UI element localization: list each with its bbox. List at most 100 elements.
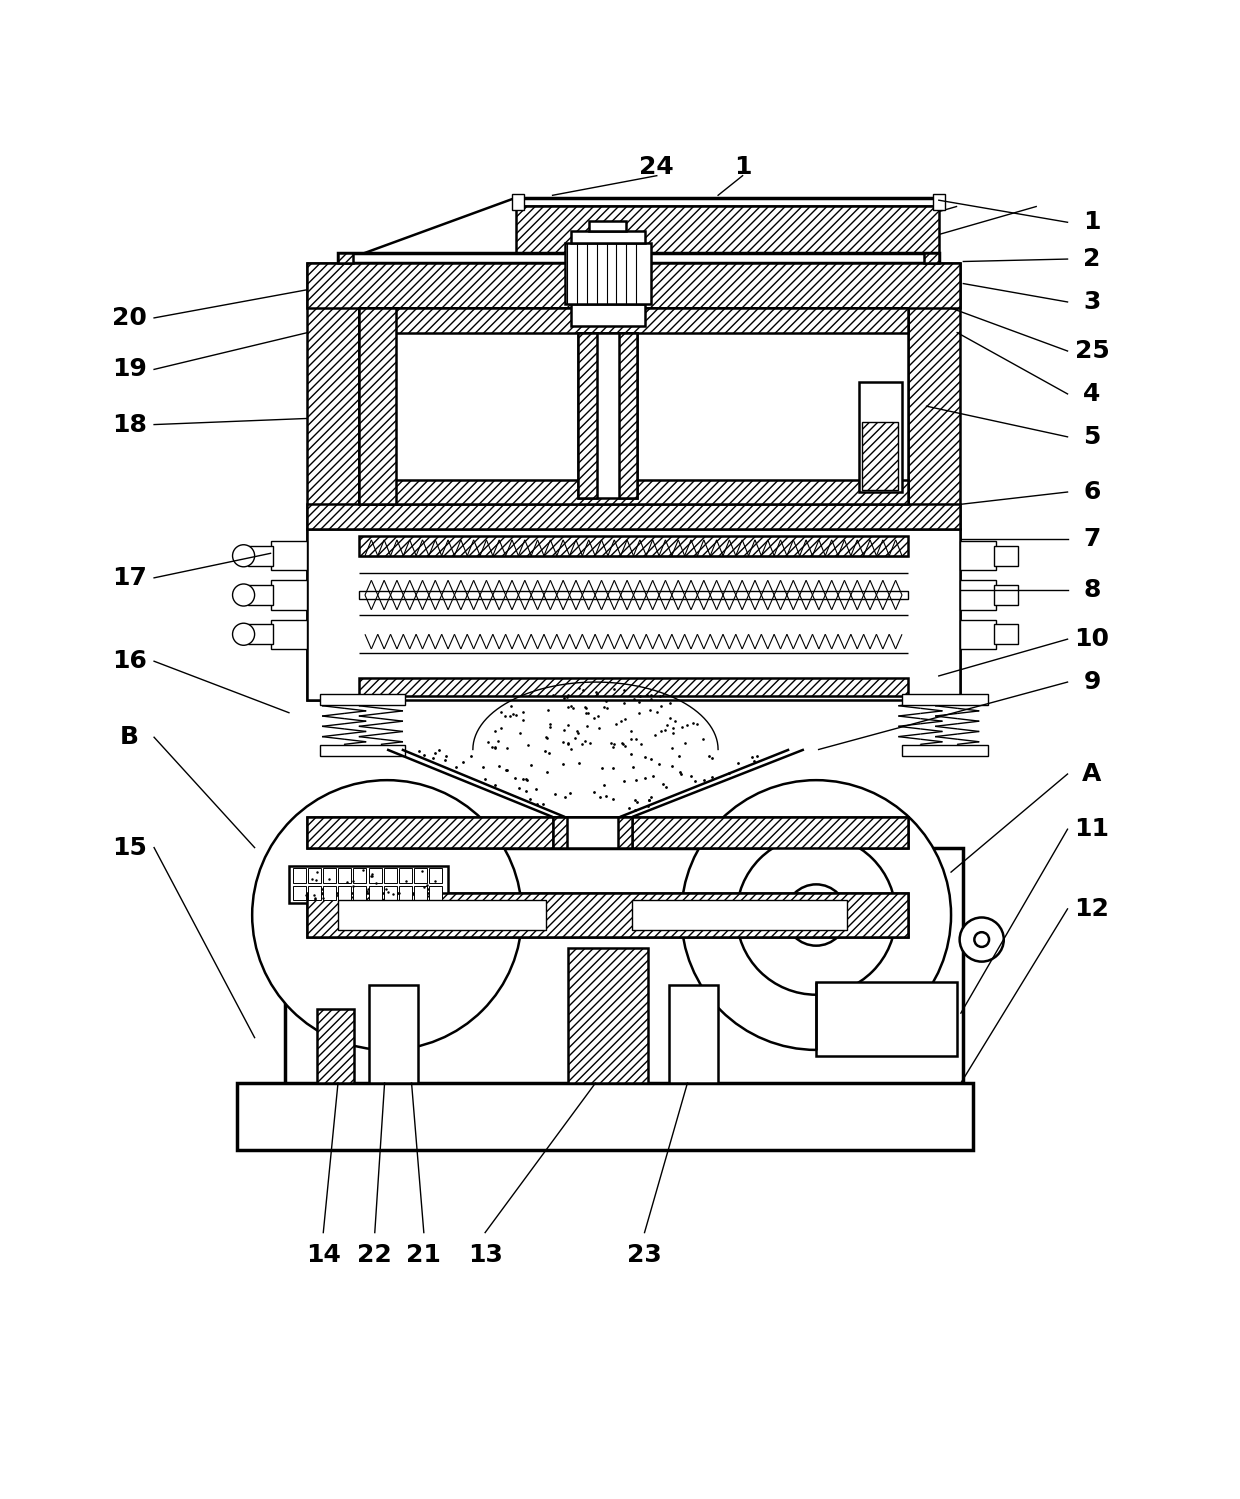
Bar [901, 694, 988, 706]
Bar [862, 423, 898, 490]
Bar [308, 817, 908, 847]
Bar [339, 901, 547, 929]
Bar [358, 480, 908, 504]
Circle shape [233, 624, 254, 645]
Bar [308, 262, 960, 309]
Circle shape [737, 835, 895, 995]
Bar [570, 304, 645, 327]
Circle shape [252, 779, 522, 1049]
Text: 4: 4 [1084, 382, 1101, 406]
Text: 18: 18 [112, 412, 148, 436]
Bar [358, 309, 908, 504]
Bar [578, 333, 596, 498]
Bar [924, 253, 939, 262]
Bar [308, 529, 960, 700]
Bar [901, 745, 988, 755]
Bar [619, 333, 637, 498]
Bar [368, 985, 418, 1082]
Bar [565, 243, 651, 304]
Bar [632, 901, 847, 929]
Text: 25: 25 [1075, 339, 1110, 363]
Bar [429, 868, 443, 883]
Polygon shape [516, 207, 939, 262]
Bar [358, 679, 908, 696]
Text: 17: 17 [112, 565, 148, 589]
Bar [368, 868, 382, 883]
Text: 24: 24 [640, 154, 675, 178]
Bar [308, 893, 908, 937]
Text: 5: 5 [1084, 424, 1101, 448]
Bar [960, 541, 997, 571]
Bar [399, 886, 412, 901]
Circle shape [233, 544, 254, 567]
Bar [308, 817, 908, 847]
Bar [339, 886, 351, 901]
Text: 13: 13 [467, 1243, 502, 1267]
Bar [859, 382, 901, 492]
Bar [285, 847, 963, 1087]
Text: 23: 23 [627, 1243, 662, 1267]
Circle shape [975, 932, 990, 947]
Bar [908, 262, 960, 700]
Text: 1: 1 [734, 154, 751, 178]
Bar [237, 1082, 973, 1150]
Bar [399, 868, 412, 883]
Bar [994, 585, 1018, 604]
Bar [568, 949, 647, 1082]
Bar [308, 262, 358, 700]
Bar [932, 193, 945, 210]
Text: 2: 2 [1084, 247, 1101, 271]
Bar [270, 541, 308, 571]
Bar [801, 901, 831, 929]
Bar [960, 619, 997, 649]
Text: 12: 12 [1075, 896, 1110, 920]
Bar [994, 625, 1018, 645]
Bar [570, 231, 645, 243]
Bar [320, 694, 405, 706]
Circle shape [233, 585, 254, 606]
Bar [308, 893, 908, 937]
Bar [578, 333, 637, 498]
Text: A: A [1083, 761, 1102, 785]
Bar [414, 868, 428, 883]
Text: 14: 14 [306, 1243, 341, 1267]
Bar [248, 546, 273, 565]
Bar [317, 1009, 353, 1082]
Text: 19: 19 [112, 357, 148, 381]
Bar [358, 537, 908, 556]
Text: 15: 15 [112, 835, 148, 859]
Bar [368, 886, 382, 901]
Bar [358, 309, 908, 333]
Text: 22: 22 [357, 1243, 392, 1267]
Bar [618, 817, 632, 847]
Text: 21: 21 [407, 1243, 441, 1267]
Bar [816, 982, 957, 1055]
Bar [353, 886, 366, 901]
Bar [960, 580, 997, 610]
Bar [324, 886, 336, 901]
Bar [248, 585, 273, 604]
Text: 7: 7 [1084, 526, 1101, 550]
Bar [293, 868, 305, 883]
Bar [384, 868, 397, 883]
Bar [611, 896, 816, 934]
Bar [270, 619, 308, 649]
Bar [429, 886, 443, 901]
Bar [670, 985, 718, 1082]
Bar [358, 591, 908, 598]
Bar [293, 886, 305, 901]
Bar [512, 193, 525, 210]
Bar [358, 309, 396, 504]
Bar [339, 253, 352, 262]
Circle shape [785, 884, 847, 946]
Bar [339, 868, 351, 883]
Bar [248, 625, 273, 645]
Bar [553, 817, 567, 847]
Bar [553, 817, 632, 847]
Text: 3: 3 [1084, 289, 1101, 313]
Text: 6: 6 [1084, 480, 1101, 504]
Bar [384, 886, 397, 901]
Circle shape [960, 917, 1003, 962]
Bar [308, 886, 321, 901]
Text: 10: 10 [1075, 627, 1110, 651]
